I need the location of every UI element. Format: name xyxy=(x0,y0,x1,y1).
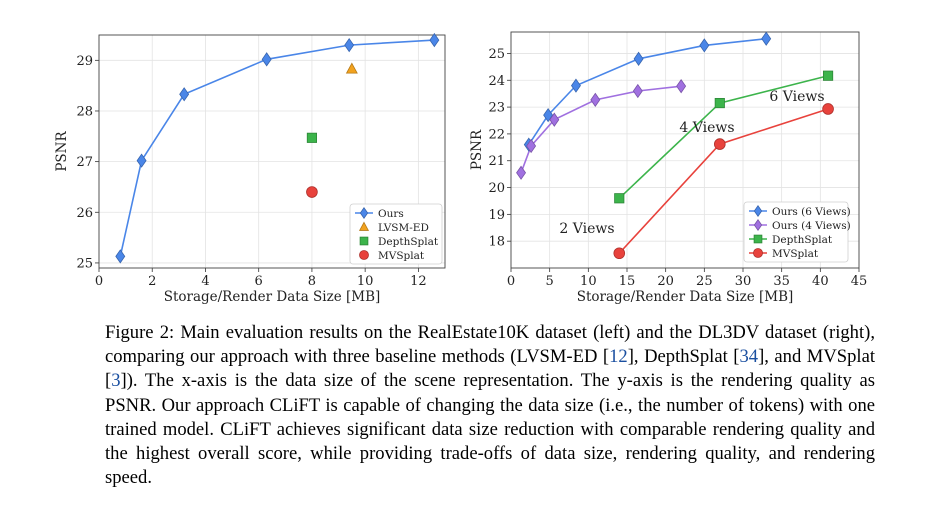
y-tick-label: 19 xyxy=(488,208,505,223)
data-point-ours xyxy=(179,87,190,102)
legend-marker-mvsplat xyxy=(753,248,763,258)
x-tick-label: 10 xyxy=(357,274,374,289)
x-tick-label: 30 xyxy=(735,274,752,289)
data-point-ours xyxy=(344,37,355,53)
caption-text-suffix: ]). The x-axis is the data size of the s… xyxy=(105,370,875,489)
data-point-ours-4-views xyxy=(516,165,527,180)
legend-marker-depthsplat xyxy=(753,234,763,244)
legend-box xyxy=(349,203,443,265)
y-tick-label: 29 xyxy=(76,54,93,69)
y-tick-label: 28 xyxy=(76,104,93,119)
data-point-ours xyxy=(115,249,126,264)
legend-label-ours-6-views: Ours (6 Views) xyxy=(772,206,851,218)
legend-marker-ours xyxy=(359,207,369,219)
data-point-ours-4-views xyxy=(549,112,560,127)
x-tick-label: 20 xyxy=(657,274,674,289)
data-point-mvsplat xyxy=(713,138,726,150)
y-tick-label: 22 xyxy=(488,127,505,142)
y-tick-label: 21 xyxy=(488,154,505,169)
plot-frame xyxy=(98,34,446,269)
x-tick-label: 6 xyxy=(255,274,263,289)
caption-text-mid2: ], and MVSplat [ xyxy=(105,346,875,392)
data-point-ours xyxy=(261,52,272,67)
legend-marker-mvsplat xyxy=(359,250,369,260)
annotation-6-views: 6 Views xyxy=(769,89,824,105)
x-tick-label: 4 xyxy=(201,274,209,289)
y-tick-label: 18 xyxy=(488,235,505,250)
y-tick-label: 20 xyxy=(488,181,505,196)
data-point-ours-6-views xyxy=(761,31,772,46)
x-axis-label: Storage/Render Data Size [MB] xyxy=(164,289,381,305)
x-tick-label: 25 xyxy=(696,274,713,289)
legend-label-depthsplat: DepthSplat xyxy=(772,234,833,246)
series-line-ours-6-views xyxy=(528,37,767,146)
series-line-ours xyxy=(119,39,435,257)
data-point-ours xyxy=(429,32,440,48)
caption-text-mid1: ], DepthSplat [ xyxy=(627,346,740,368)
annotation-2-views: 2 Views xyxy=(559,221,614,237)
x-tick-label: 8 xyxy=(308,274,316,289)
x-tick-label: 12 xyxy=(410,274,427,289)
chart-realestate10k: 0 2 4 6 8 10 12 25 26 27 28 29 Storage/Render Data S… xyxy=(54,34,446,305)
y-tick-label: 25 xyxy=(76,256,93,271)
legend-label-depthsplat: DepthSplat xyxy=(378,236,439,248)
data-point-ours-4-views xyxy=(676,79,687,94)
plot-frame xyxy=(510,31,860,269)
legend-label-lvsm-ed: LVSM-ED xyxy=(378,222,429,234)
x-tick-label: 0 xyxy=(507,274,515,289)
chart-dl3dv: 0 5 10 15 20 25 30 35 40 451819202122232425Storag… xyxy=(469,31,868,305)
data-point-ours-4-views xyxy=(590,92,601,107)
citation-depthsplat[interactable]: 34 xyxy=(739,346,759,368)
data-point-lvsm-ed xyxy=(345,62,358,74)
legend-label-mvsplat: MVSplat xyxy=(772,248,819,260)
legend-label-mvsplat: MVSplat xyxy=(378,250,425,262)
data-point-depthsplat xyxy=(306,132,317,143)
data-point-ours-6-views xyxy=(633,51,644,66)
data-point-ours-4-views xyxy=(632,83,643,99)
x-tick-label: 15 xyxy=(619,274,636,289)
y-axis-label: PSNR xyxy=(54,131,70,172)
legend-marker-ours-4-views xyxy=(753,219,763,231)
caption-text-prefix: Figure 2: Main evaluation results on the… xyxy=(105,322,875,368)
legend-label-ours: Ours xyxy=(378,208,404,220)
x-tick-label: 40 xyxy=(812,274,829,289)
y-axis-label: PSNR xyxy=(469,129,485,170)
x-tick-label: 0 xyxy=(95,274,103,289)
annotation-4-views: 4 Views xyxy=(679,120,734,136)
legend-label-ours-4-views: Ours (4 Views) xyxy=(772,220,851,232)
legend-marker-ours-6-views xyxy=(753,205,763,217)
y-tick-label: 23 xyxy=(488,101,505,116)
data-point-depthsplat xyxy=(822,70,834,81)
data-point-ours-4-views xyxy=(526,138,537,154)
y-tick-label: 24 xyxy=(488,74,505,89)
figure-caption: Figure 2: Main evaluation results on the… xyxy=(105,321,875,490)
x-tick-label: 45 xyxy=(851,274,868,289)
data-point-depthsplat xyxy=(614,193,625,204)
x-tick-label: 5 xyxy=(546,274,554,289)
data-point-mvsplat xyxy=(306,186,318,198)
legend-box xyxy=(743,201,849,263)
x-tick-label: 35 xyxy=(773,274,790,289)
legend: Ours (6 Views) Ours (4 Views) DepthSplat MV… xyxy=(743,201,851,263)
citation-lvsm[interactable]: 12 xyxy=(609,346,628,368)
data-point-ours-6-views xyxy=(570,78,581,93)
data-point-mvsplat xyxy=(613,247,626,260)
citation-mvsplat[interactable]: 3 xyxy=(111,370,121,392)
x-tick-label: 10 xyxy=(580,274,597,289)
legend-marker-lvsm-ed xyxy=(358,221,370,231)
x-axis-label: Storage/Render Data Size [MB] xyxy=(577,289,794,305)
y-tick-label: 25 xyxy=(488,47,505,62)
legend-marker-depthsplat xyxy=(359,236,369,246)
data-point-depthsplat xyxy=(714,97,725,109)
y-tick-label: 26 xyxy=(76,206,93,221)
y-tick-label: 27 xyxy=(76,155,93,170)
legend: Ours LVSM-ED DepthSplat MVSplat xyxy=(349,203,443,265)
x-tick-label: 2 xyxy=(148,274,156,289)
data-point-ours xyxy=(136,153,147,168)
data-point-mvsplat xyxy=(822,103,834,115)
data-point-ours-6-views xyxy=(699,38,710,53)
